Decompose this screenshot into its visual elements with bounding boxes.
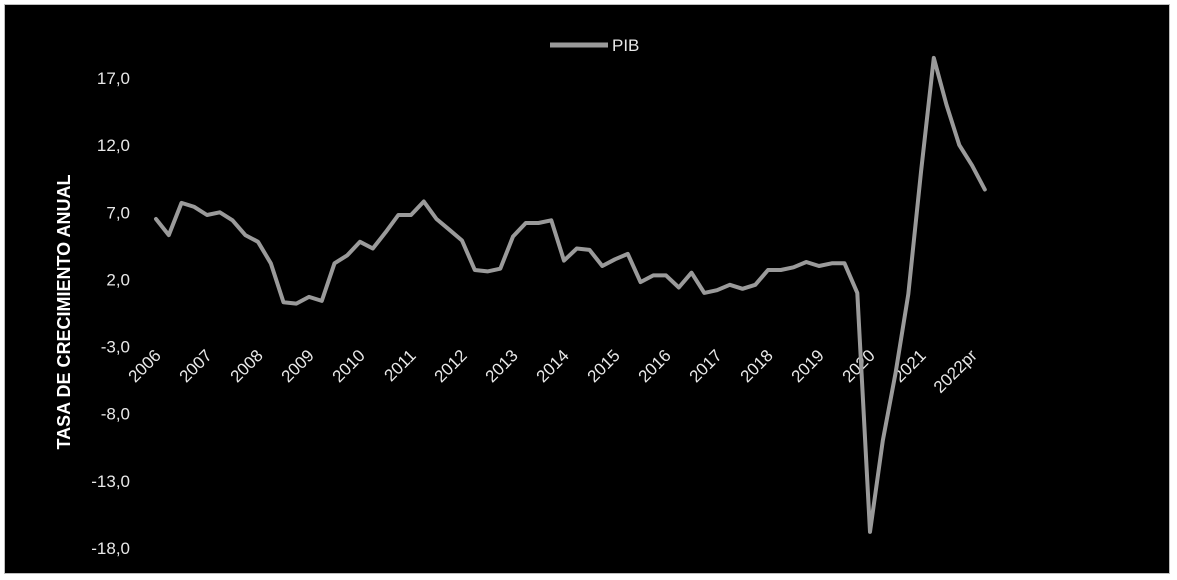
x-tick-label: 2017 bbox=[686, 346, 726, 386]
x-tick-label: 2015 bbox=[584, 346, 624, 386]
y-tick-label: 2,0 bbox=[106, 270, 130, 289]
x-tick-label: 2019 bbox=[788, 346, 828, 386]
legend: PIB bbox=[550, 36, 639, 55]
x-tick-label: 2008 bbox=[227, 346, 267, 386]
y-axis-ticks: -18,0 -13,0 -8,0 -3,0 2,0 7,0 12,0 17,0 bbox=[91, 69, 130, 558]
y-tick-label: 7,0 bbox=[106, 203, 130, 222]
series-layer bbox=[154, 55, 987, 534]
y-tick-label: -18,0 bbox=[91, 539, 130, 558]
series-line-pib bbox=[154, 55, 987, 534]
x-tick-label: 2007 bbox=[176, 346, 216, 386]
y-tick-label: 17,0 bbox=[97, 69, 130, 88]
x-tick-label: 2013 bbox=[482, 346, 522, 386]
x-tick-label: 2012 bbox=[431, 346, 471, 386]
y-tick-label: -13,0 bbox=[91, 472, 130, 491]
x-tick-label: 2014 bbox=[533, 346, 573, 386]
x-tick-label: 2016 bbox=[635, 346, 675, 386]
y-tick-label: -3,0 bbox=[101, 338, 130, 357]
legend-label-pib: PIB bbox=[612, 36, 639, 55]
x-tick-label: 2022pr bbox=[930, 346, 981, 397]
x-tick-label: 2011 bbox=[381, 346, 420, 385]
x-tick-label: 2006 bbox=[125, 346, 165, 386]
x-tick-label: 2018 bbox=[737, 346, 777, 386]
chart-frame bbox=[4, 4, 1170, 574]
x-axis-ticks: 2006 2007 2008 2009 2010 2011 2012 2013 2014 2015… bbox=[125, 346, 981, 397]
x-tick-label: 2009 bbox=[278, 346, 318, 386]
y-tick-label: 12,0 bbox=[97, 136, 130, 155]
y-tick-label: -8,0 bbox=[101, 405, 130, 424]
x-tick-label: 2010 bbox=[329, 346, 369, 386]
y-axis-label: TASA DE CRECIMIENTO ANUAL bbox=[54, 174, 74, 449]
